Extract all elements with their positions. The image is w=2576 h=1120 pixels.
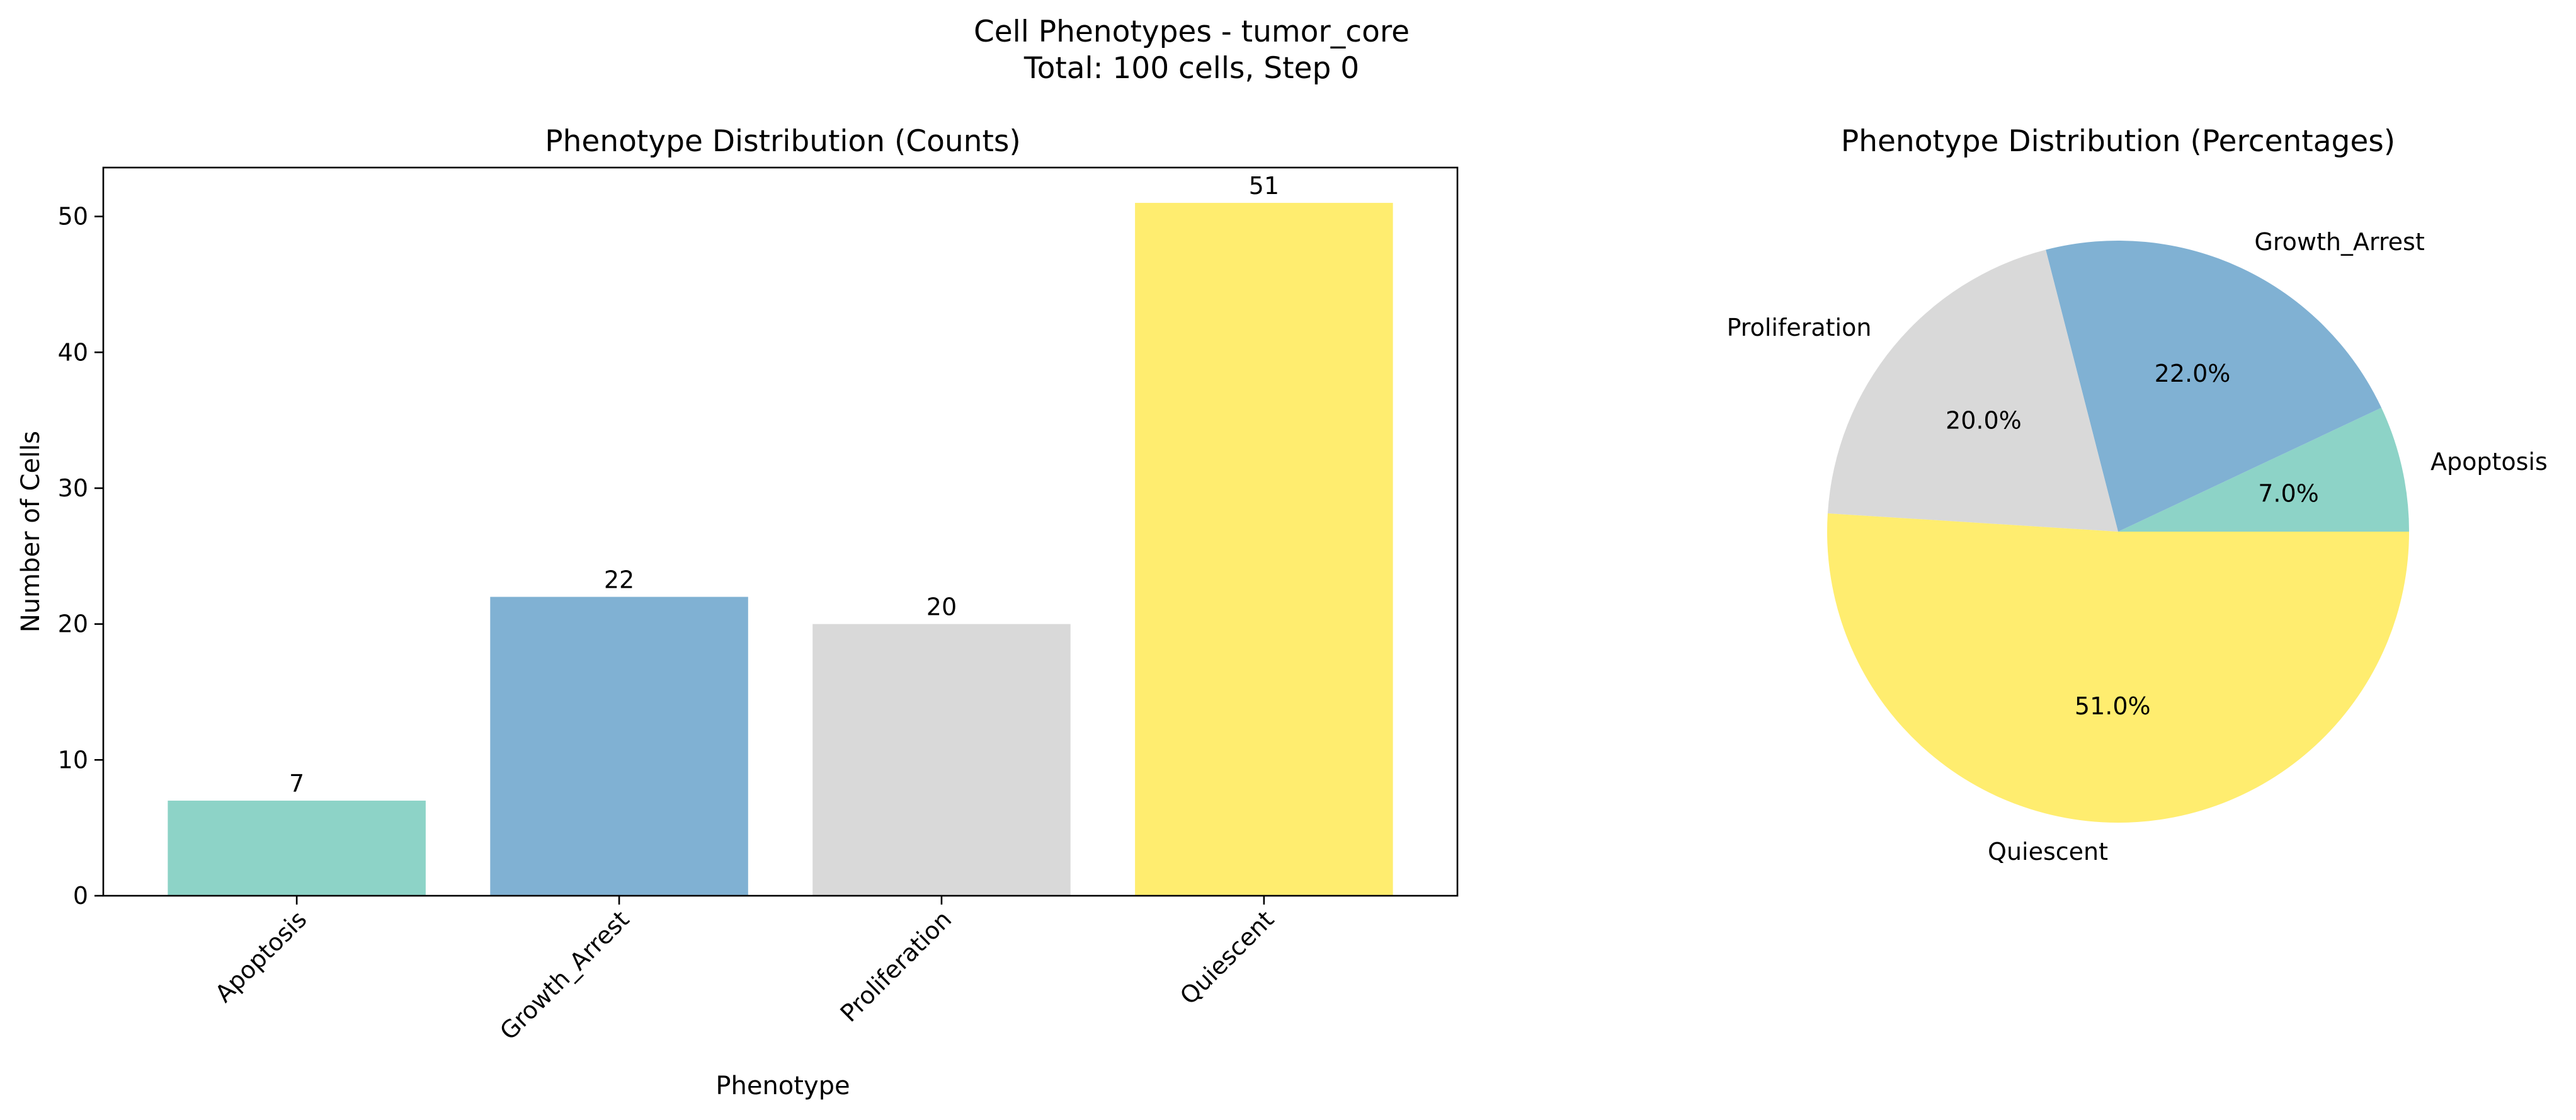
y-tick-label: 50 bbox=[58, 203, 88, 231]
bar-data-label: 7 bbox=[289, 770, 304, 797]
pie-chart: Phenotype Distribution (Percentages) Apo… bbox=[1727, 124, 2548, 866]
pie-slice-proliferation bbox=[1827, 249, 2118, 532]
bar-chart-axes-frame bbox=[102, 166, 1459, 897]
bar-chart: Phenotype Distribution (Counts) 7222051 … bbox=[16, 124, 1459, 1100]
y-tick-label: 0 bbox=[73, 882, 88, 910]
bar-data-label: 51 bbox=[1249, 172, 1279, 200]
y-tick-label: 10 bbox=[58, 746, 88, 774]
pie-label: Proliferation bbox=[1727, 314, 1872, 341]
pie-slice-apoptosis bbox=[2118, 408, 2409, 532]
pie-percent-label: 7.0% bbox=[2258, 480, 2319, 508]
y-tick-label: 40 bbox=[58, 338, 88, 366]
figure-suptitle-line1: Cell Phenotypes - tumor_core bbox=[974, 14, 1410, 49]
bar-chart-title: Phenotype Distribution (Counts) bbox=[545, 124, 1020, 159]
y-tick-label: 20 bbox=[58, 610, 88, 638]
y-tick-label: 30 bbox=[58, 474, 88, 502]
bar-x-axis-label: Phenotype bbox=[715, 1071, 850, 1100]
bar-y-ticks: 0 10 20 30 40 50 bbox=[58, 203, 103, 910]
bar-proliferation bbox=[812, 624, 1071, 896]
bar-data-label: 22 bbox=[604, 566, 634, 594]
pie-percent-label: 51.0% bbox=[2075, 692, 2151, 720]
pie-slice-quiescent bbox=[1827, 513, 2409, 823]
bar-y-axis-label: Number of Cells bbox=[16, 431, 45, 632]
bar-marks: 7 22 20 51 bbox=[168, 172, 1393, 896]
bar-growth-arrest bbox=[490, 597, 748, 896]
pie-percent-label: 20.0% bbox=[1946, 406, 2022, 434]
figure-suptitle-line2: Total: 100 cells, Step 0 bbox=[1023, 51, 1359, 86]
pie-label: Apoptosis bbox=[2431, 448, 2548, 476]
bar-quiescent bbox=[1135, 203, 1393, 896]
pie-slice-growth-arrest bbox=[2046, 241, 2382, 532]
pie-percent-label: 22.0% bbox=[2155, 360, 2231, 387]
bar-data-label: 20 bbox=[926, 593, 957, 621]
pie-label: Growth_Arrest bbox=[2254, 228, 2424, 256]
pie-label: Quiescent bbox=[1988, 838, 2108, 866]
pie-chart-title: Phenotype Distribution (Percentages) bbox=[1841, 124, 2395, 159]
bar-apoptosis bbox=[168, 801, 426, 896]
pie-marks: Apoptosis 7.0% Growth_Arrest 22.0% Prolifera… bbox=[1727, 228, 2548, 866]
